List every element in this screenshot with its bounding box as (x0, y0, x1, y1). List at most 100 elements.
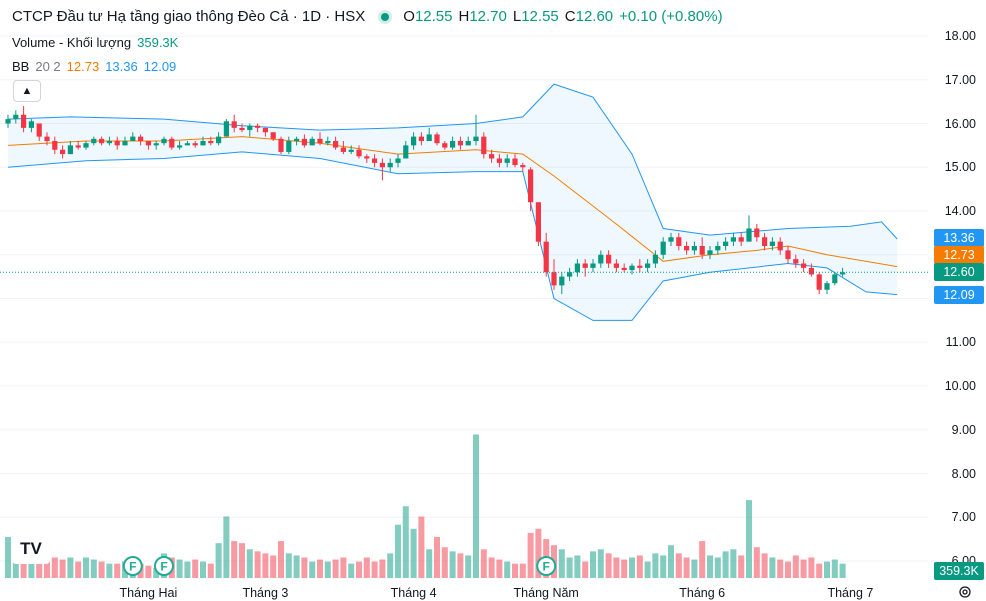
candle (301, 134, 307, 148)
candle (707, 246, 713, 260)
volume-bar (535, 528, 542, 578)
bb-basis-badge: 12.73 (934, 246, 984, 264)
tradingview-logo-icon: TV (20, 539, 42, 558)
volume-bar (519, 563, 526, 578)
candle (122, 136, 128, 146)
volume-bar (566, 557, 573, 578)
volume-bar (707, 555, 713, 578)
volume-bar (738, 555, 745, 578)
volume-bar (418, 516, 425, 578)
volume-bar (753, 547, 760, 578)
candle (442, 141, 448, 150)
volume-badge: 359.3K (934, 562, 984, 580)
volume-bar (363, 557, 370, 578)
price-tick-label: 7.00 (951, 510, 976, 525)
tradingview-logo[interactable]: TV (12, 534, 50, 564)
gear-icon[interactable] (958, 585, 972, 599)
volume-bar (106, 563, 113, 578)
volume-bar (239, 543, 245, 578)
volume-bar (590, 551, 596, 578)
candle (801, 259, 807, 273)
bb-legend[interactable]: BB 20 2 12.73 13.36 12.09 (12, 59, 176, 74)
candle (496, 154, 502, 168)
candle (621, 263, 627, 273)
volume-bar (356, 561, 362, 578)
candle (567, 267, 573, 281)
open-value: 12.55 (414, 8, 453, 25)
volume-bar (67, 557, 74, 578)
volume-bar (668, 545, 674, 578)
market-status-icon (381, 12, 390, 21)
candle (83, 141, 89, 150)
candle (606, 250, 612, 268)
candle (161, 136, 167, 146)
candle (481, 132, 487, 159)
candle (153, 141, 159, 150)
bb-basis-value: 12.73 (66, 59, 100, 74)
price-tick-label: 16.00 (944, 116, 976, 131)
volume-bar (574, 555, 581, 578)
candle (231, 114, 237, 133)
candle (36, 123, 42, 141)
candle (418, 132, 424, 146)
dividend-marker-label: F (129, 560, 136, 574)
candle (574, 259, 580, 277)
dividend-marker-icon[interactable]: F (536, 556, 557, 576)
volume-bar (145, 565, 152, 578)
candle (637, 259, 643, 273)
dividend-marker-icon[interactable]: F (122, 556, 143, 576)
candle (660, 237, 666, 260)
candle (403, 141, 409, 159)
volume-bar (605, 553, 612, 578)
price-tick-label: 14.00 (944, 204, 976, 218)
volume-bar (777, 559, 784, 578)
volume-bar (262, 553, 269, 578)
dividend-marker-label: F (160, 560, 167, 574)
candle (192, 141, 198, 148)
candle (309, 136, 315, 146)
high-value: 12.70 (469, 8, 507, 25)
volume-bar (371, 561, 378, 578)
volume-bar (207, 563, 214, 578)
volume-bar (441, 547, 448, 578)
volume-bar (184, 561, 191, 578)
symbol-title[interactable]: CTCP Đầu tư Hạ tầng giao thông Đèo Cả · … (12, 8, 366, 25)
candle (738, 232, 744, 246)
candle (684, 241, 690, 255)
candle (668, 232, 674, 246)
candle (450, 136, 456, 150)
volume-bar (613, 557, 620, 578)
candle (512, 154, 518, 168)
candle (247, 123, 253, 137)
candle (426, 127, 432, 141)
candle (184, 141, 190, 146)
dividend-marker-icon[interactable]: F (154, 556, 174, 576)
volume-bar (395, 524, 401, 578)
candle (676, 232, 682, 251)
volume-bar (293, 555, 300, 578)
volume-bar (582, 561, 589, 578)
volume-bar (223, 516, 230, 578)
collapse-legend-button[interactable]: ▲ (13, 80, 41, 102)
candle (746, 215, 752, 242)
bb-label: BB (12, 59, 30, 74)
volume-bar (769, 557, 776, 578)
volume-bar (504, 561, 511, 578)
volume-bar (278, 541, 284, 578)
volume-legend[interactable]: Volume - Khối lượng 359.3K (12, 35, 178, 50)
candle (239, 123, 245, 133)
candle (395, 154, 401, 168)
candle (691, 241, 697, 255)
candle (200, 136, 206, 146)
last-price-badge: 12.60 (934, 263, 984, 281)
volume-bar (5, 537, 11, 578)
candle (372, 154, 378, 168)
volume-bar (51, 557, 58, 578)
volume-bar (496, 559, 503, 578)
candle (223, 119, 229, 137)
volume-bar (98, 561, 105, 578)
dividend-marker-label: F (543, 560, 550, 574)
grid (0, 35, 928, 562)
